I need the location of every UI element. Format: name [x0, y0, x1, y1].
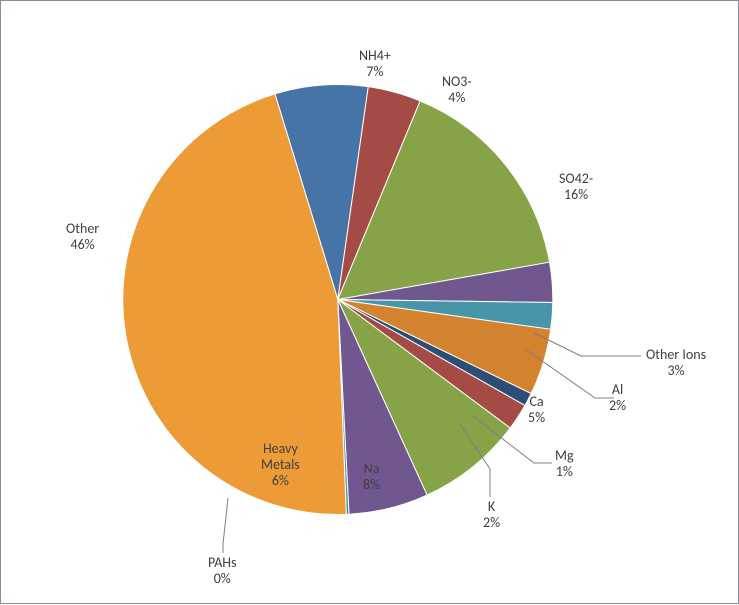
label-na-name: Na [364, 460, 380, 477]
label-pahs-name: PAHs [208, 554, 237, 571]
label-mg-name: Mg [555, 447, 574, 464]
label-k-pct: 2% [483, 514, 500, 531]
label-nh4: NH4+ 7% [359, 48, 391, 80]
label-no3-pct: 4% [448, 89, 465, 106]
label-so42-name: SO42- [559, 170, 593, 187]
label-al-pct: 2% [609, 397, 626, 414]
pie-chart-container: NH4+ 7% NO3- 4% SO42- 16% Other Ions 3% … [0, 0, 739, 604]
label-na: Na 8% [363, 461, 380, 493]
label-metals-pct: 6% [272, 472, 289, 489]
label-so42: SO42- 16% [559, 171, 593, 203]
label-al: Al 2% [609, 382, 626, 414]
label-other-pct: 46% [70, 236, 94, 253]
label-other-name: Other [66, 220, 99, 237]
label-k-name: K [488, 498, 495, 515]
label-pahs: PAHs 0% [208, 555, 237, 587]
label-al-name: Al [612, 381, 623, 398]
label-na-pct: 8% [363, 476, 380, 493]
label-so42-pct: 16% [564, 186, 588, 203]
pie-wrap [107, 70, 567, 535]
label-ca-name: Ca [529, 393, 543, 410]
label-ions-name: Other Ions [646, 346, 706, 363]
label-nh4-pct: 7% [366, 63, 383, 80]
label-pahs-pct: 0% [214, 570, 231, 587]
label-ca: Ca 5% [528, 394, 545, 426]
label-ca-pct: 5% [528, 409, 545, 426]
pie-chart [107, 70, 567, 530]
label-other: Other 46% [66, 221, 99, 253]
label-ions-pct: 3% [667, 362, 684, 379]
label-mg: Mg 1% [555, 448, 574, 480]
label-no3-name: NO3- [442, 73, 472, 90]
label-k: K 2% [483, 499, 500, 531]
label-ions: Other Ions 3% [646, 347, 706, 379]
label-no3: NO3- 4% [442, 74, 472, 106]
label-nh4-name: NH4+ [359, 47, 391, 64]
label-mg-pct: 1% [556, 463, 573, 480]
label-metals: Heavy Metals 6% [261, 441, 300, 489]
label-metals-l2: Metals [261, 456, 300, 473]
label-metals-l1: Heavy [263, 440, 298, 457]
